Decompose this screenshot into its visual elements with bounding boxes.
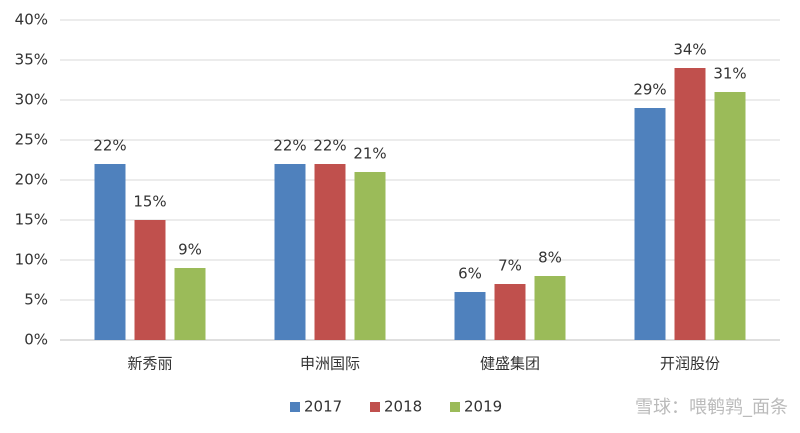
y-tick-label: 25% — [15, 131, 48, 149]
watermark: 雪球：喂鹌鹑_面条 — [635, 397, 788, 418]
legend-swatch — [450, 402, 460, 412]
value-label: 9% — [178, 241, 202, 259]
y-tick-label: 0% — [24, 331, 48, 349]
bar — [274, 164, 306, 340]
bar — [714, 92, 746, 340]
legend-label: 2019 — [464, 398, 502, 416]
bar — [94, 164, 126, 340]
legend-label: 2018 — [384, 398, 422, 416]
value-label: 15% — [133, 193, 166, 211]
legend-label: 2017 — [304, 398, 342, 416]
y-tick-label: 30% — [15, 91, 48, 109]
x-tick-label: 开润股份 — [660, 355, 720, 373]
y-tick-label: 5% — [24, 291, 48, 309]
y-tick-label: 15% — [15, 211, 48, 229]
y-tick-label: 35% — [15, 51, 48, 69]
value-label: 34% — [673, 41, 706, 59]
legend-swatch — [290, 402, 300, 412]
value-label: 22% — [313, 137, 346, 155]
value-label: 31% — [713, 65, 746, 83]
value-label: 29% — [633, 81, 666, 99]
bar — [494, 284, 526, 340]
x-tick-label: 健盛集团 — [480, 355, 540, 373]
value-label: 22% — [93, 137, 126, 155]
bar — [454, 292, 486, 340]
x-tick-label: 新秀丽 — [127, 355, 172, 373]
value-label: 7% — [498, 257, 522, 275]
bar — [674, 68, 706, 340]
y-tick-label: 40% — [15, 11, 48, 29]
bar — [634, 108, 666, 340]
bar — [354, 172, 386, 340]
value-label: 22% — [273, 137, 306, 155]
value-label: 6% — [458, 265, 482, 283]
legend-swatch — [370, 402, 380, 412]
y-tick-label: 10% — [15, 251, 48, 269]
bar — [134, 220, 166, 340]
bar — [314, 164, 346, 340]
y-tick-label: 20% — [15, 171, 48, 189]
value-label: 8% — [538, 249, 562, 267]
bar — [534, 276, 566, 340]
x-tick-label: 申洲国际 — [300, 355, 360, 373]
value-label: 21% — [353, 145, 386, 163]
bar — [174, 268, 206, 340]
